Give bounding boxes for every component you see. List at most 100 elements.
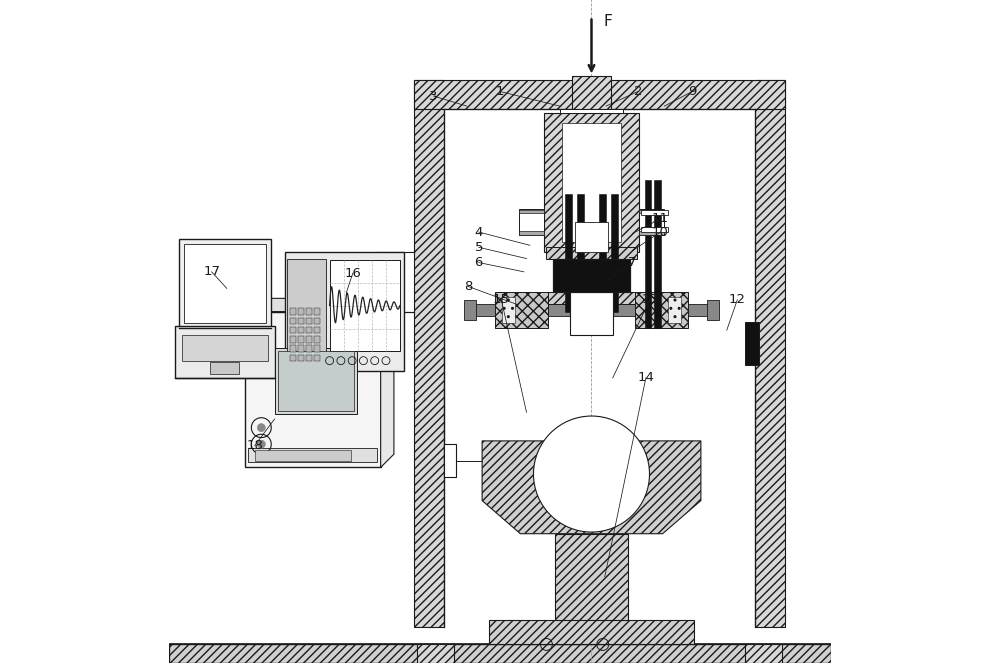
Bar xyxy=(184,244,266,323)
Bar xyxy=(306,308,312,315)
Bar xyxy=(639,231,664,235)
Text: 2: 2 xyxy=(634,85,642,98)
Text: 5: 5 xyxy=(475,241,483,254)
Bar xyxy=(175,326,275,378)
Bar xyxy=(278,351,354,411)
Bar xyxy=(495,292,548,328)
Polygon shape xyxy=(417,644,454,663)
Polygon shape xyxy=(555,534,628,644)
Bar xyxy=(639,209,664,235)
Text: 18: 18 xyxy=(246,439,263,452)
Bar xyxy=(654,180,661,328)
Bar xyxy=(306,318,312,324)
Polygon shape xyxy=(414,80,444,627)
Bar xyxy=(314,327,320,333)
Bar xyxy=(645,180,651,328)
Bar xyxy=(519,209,544,235)
Bar xyxy=(745,322,759,365)
Bar xyxy=(562,123,621,242)
Text: 4: 4 xyxy=(475,225,483,239)
Polygon shape xyxy=(745,644,782,663)
Text: 15: 15 xyxy=(493,293,510,306)
Circle shape xyxy=(257,440,265,448)
Bar xyxy=(599,194,606,312)
Text: F: F xyxy=(603,15,612,29)
Bar xyxy=(444,444,456,477)
Text: 17: 17 xyxy=(203,265,220,278)
Bar xyxy=(519,210,544,213)
Bar xyxy=(575,222,608,252)
Text: 7: 7 xyxy=(628,256,637,269)
Bar xyxy=(306,336,312,343)
Bar xyxy=(287,259,326,365)
Bar xyxy=(473,304,710,316)
Bar xyxy=(553,259,630,292)
Bar xyxy=(641,210,668,215)
Bar xyxy=(306,345,312,352)
Text: 11: 11 xyxy=(652,212,669,225)
Text: 6: 6 xyxy=(475,256,483,269)
Bar xyxy=(570,285,613,335)
Text: 9: 9 xyxy=(688,85,696,98)
Ellipse shape xyxy=(533,416,650,532)
Bar xyxy=(245,312,381,467)
Bar xyxy=(668,297,681,323)
Text: 10: 10 xyxy=(652,225,669,239)
Bar xyxy=(314,308,320,315)
Polygon shape xyxy=(482,441,701,534)
Text: 3: 3 xyxy=(429,90,438,103)
Bar xyxy=(560,109,623,113)
Bar xyxy=(519,231,544,235)
Polygon shape xyxy=(381,298,394,467)
Bar xyxy=(314,345,320,352)
Bar xyxy=(290,345,296,352)
Bar xyxy=(464,300,476,320)
Text: 14: 14 xyxy=(637,371,654,385)
Bar xyxy=(290,308,296,315)
Bar xyxy=(290,336,296,343)
Polygon shape xyxy=(755,80,785,627)
Bar xyxy=(611,194,618,312)
Bar xyxy=(210,362,239,374)
Text: 16: 16 xyxy=(344,267,361,280)
Bar xyxy=(182,335,268,361)
Bar xyxy=(275,348,357,414)
Polygon shape xyxy=(544,113,639,252)
Bar xyxy=(298,336,304,343)
Bar xyxy=(298,355,304,361)
Polygon shape xyxy=(245,298,394,312)
Bar xyxy=(502,297,515,323)
Bar xyxy=(290,327,296,333)
Bar xyxy=(565,194,572,312)
Bar xyxy=(314,355,320,361)
Bar xyxy=(635,292,688,328)
Bar xyxy=(298,345,304,352)
Polygon shape xyxy=(572,76,611,109)
Bar xyxy=(255,450,351,461)
Bar xyxy=(169,644,831,663)
Bar xyxy=(298,318,304,324)
Bar xyxy=(707,300,719,320)
Bar xyxy=(248,448,377,462)
Bar xyxy=(298,327,304,333)
Text: 12: 12 xyxy=(729,293,746,306)
Bar xyxy=(314,336,320,343)
Bar xyxy=(546,292,637,304)
Polygon shape xyxy=(414,80,785,109)
Bar xyxy=(306,327,312,333)
Text: 1: 1 xyxy=(496,85,504,98)
Bar xyxy=(285,252,404,371)
Bar xyxy=(577,194,584,312)
Bar xyxy=(290,318,296,324)
Bar xyxy=(330,260,400,351)
Bar xyxy=(298,308,304,315)
Bar xyxy=(639,210,664,213)
Text: 13: 13 xyxy=(641,293,658,306)
Bar xyxy=(179,239,271,328)
Bar xyxy=(641,227,668,232)
Text: 8: 8 xyxy=(464,280,472,293)
Bar xyxy=(546,247,637,259)
Bar xyxy=(306,355,312,361)
Circle shape xyxy=(257,424,265,432)
Bar xyxy=(314,318,320,324)
